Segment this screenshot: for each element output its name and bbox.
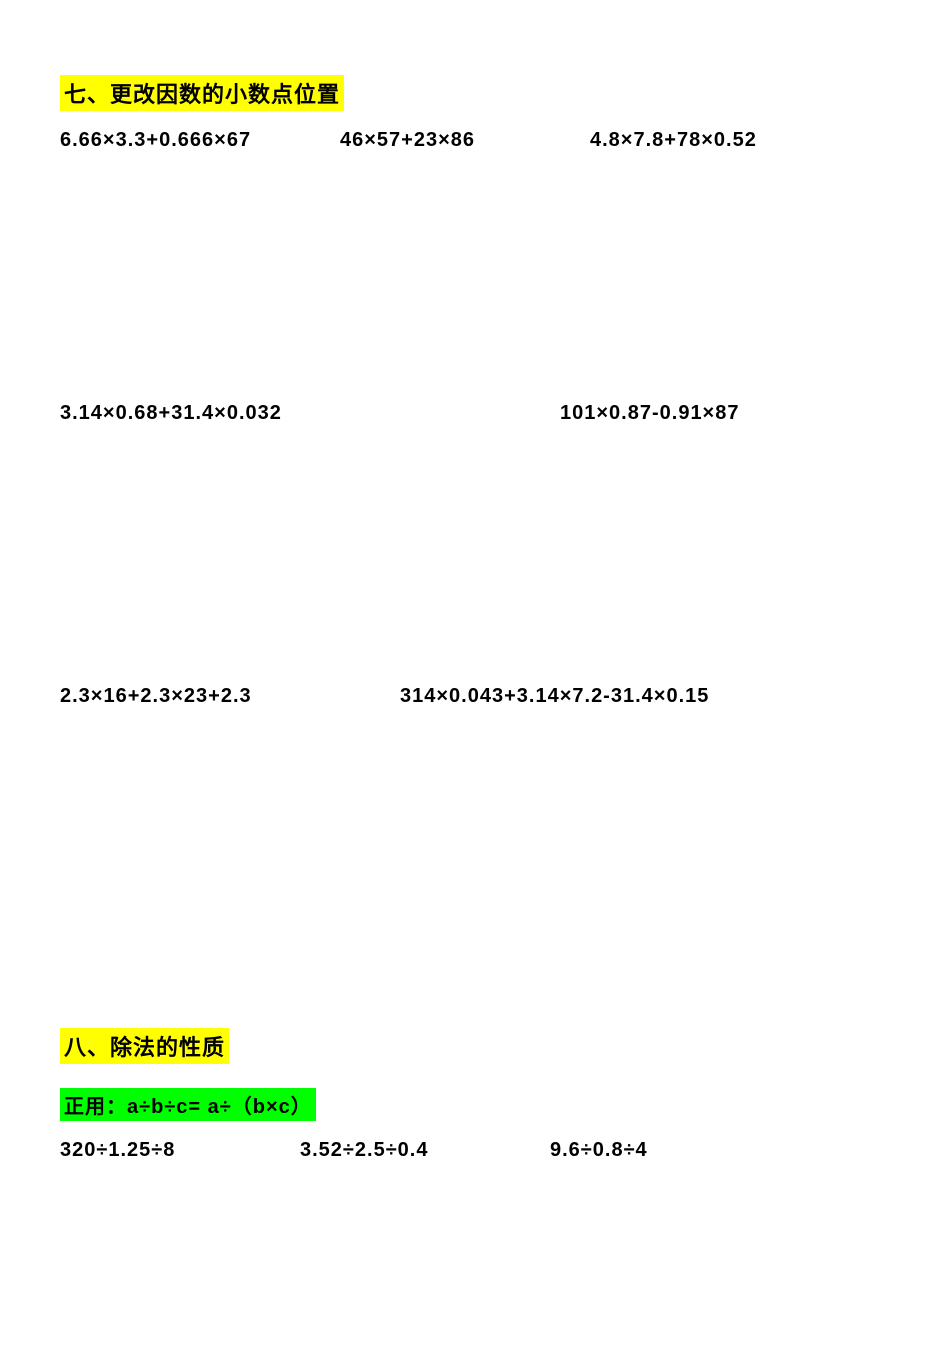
expr-7-2a: 3.14×0.68+31.4×0.032 xyxy=(60,402,560,425)
expr-7-2b: 101×0.87-0.91×87 xyxy=(560,402,740,425)
section-8-row-1: 320÷1.25÷8 3.52÷2.5÷0.4 9.6÷0.8÷4 xyxy=(60,1139,890,1162)
expr-7-3b: 314×0.043+3.14×7.2-31.4×0.15 xyxy=(400,685,709,708)
expr-7-1b: 46×57+23×86 xyxy=(340,129,590,152)
expr-8-1a: 320÷1.25÷8 xyxy=(60,1139,300,1162)
section-8-title: 八、除法的性质 xyxy=(60,1028,229,1064)
section-7-row-2: 3.14×0.68+31.4×0.032 101×0.87-0.91×87 xyxy=(60,402,890,425)
section-7-row-3: 2.3×16+2.3×23+2.3 314×0.043+3.14×7.2-31.… xyxy=(60,685,890,708)
workspace-gap xyxy=(60,708,890,1028)
expr-7-1c: 4.8×7.8+78×0.52 xyxy=(590,129,757,152)
workspace-gap xyxy=(60,425,890,685)
workspace-gap xyxy=(60,152,890,402)
expr-7-3a: 2.3×16+2.3×23+2.3 xyxy=(60,685,400,708)
expr-8-1b: 3.52÷2.5÷0.4 xyxy=(300,1139,550,1162)
expr-7-1a: 6.66×3.3+0.666×67 xyxy=(60,129,340,152)
section-8-formula: 正用：a÷b÷c= a÷（b×c） xyxy=(60,1088,316,1121)
section-7-title: 七、更改因数的小数点位置 xyxy=(60,75,344,111)
expr-8-1c: 9.6÷0.8÷4 xyxy=(550,1139,648,1162)
section-7-row-1: 6.66×3.3+0.666×67 46×57+23×86 4.8×7.8+78… xyxy=(60,129,890,152)
